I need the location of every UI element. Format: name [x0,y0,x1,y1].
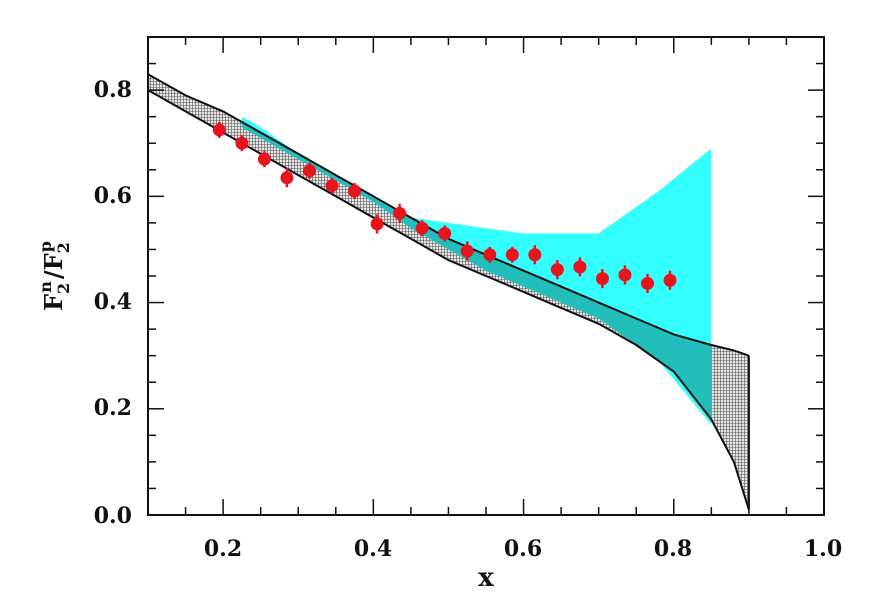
data-marker [235,136,249,150]
data-point [505,246,519,263]
data-marker [595,272,609,286]
x-tick-label: 0.2 [204,536,242,562]
y-tick-label: 0.2 [94,395,132,421]
data-point [595,269,609,289]
x-tick-label: 0.4 [354,536,392,562]
data-point [550,260,564,280]
data-point [325,177,339,194]
axis-ticks [148,36,825,516]
data-point [483,246,497,263]
data-marker [528,248,542,262]
data-marker [550,263,564,277]
x-tick-label: 1.0 [804,536,842,562]
data-point [618,265,632,285]
y-tick-label: 0.6 [94,183,132,209]
data-marker [280,171,294,185]
data-point [640,273,654,293]
hatched-band [148,74,749,510]
x-axis-title: x [478,563,494,593]
data-point [280,168,294,188]
data-marker [415,221,429,235]
data-marker [325,179,339,193]
y-tick-label: 0.0 [94,503,132,529]
data-point [460,241,474,261]
data-marker [460,244,474,258]
data-point [393,203,407,223]
data-point [528,245,542,265]
data-point [438,225,452,242]
data-marker [348,184,362,198]
y-axis-title: F2n/F2p [36,241,73,311]
hatched-band-lower-edge [148,89,750,510]
data-point [235,135,249,152]
x-tick-label: 0.8 [654,536,692,562]
data-point [257,151,271,168]
y-tick-label: 0.4 [94,289,132,315]
data-marker [483,248,497,262]
data-point [663,270,677,290]
data-point [573,257,587,277]
data-marker [302,164,316,178]
data-marker [573,260,587,274]
data-marker [370,217,384,231]
data-point [415,220,429,237]
data-point [302,162,316,179]
data-point [370,214,384,234]
data-marker [640,276,654,290]
data-marker [618,268,632,282]
data-marker [438,227,452,241]
data-points [212,121,677,293]
data-marker [212,123,226,137]
data-marker [663,273,677,287]
y-tick-label: 0.8 [94,77,132,103]
x-tick-label: 0.6 [504,536,542,562]
data-marker [505,248,519,262]
svg-text:F2n/F2p: F2n/F2p [36,241,73,311]
data-marker [257,152,271,166]
data-marker [393,206,407,220]
data-point [212,121,226,138]
data-point [348,183,362,199]
